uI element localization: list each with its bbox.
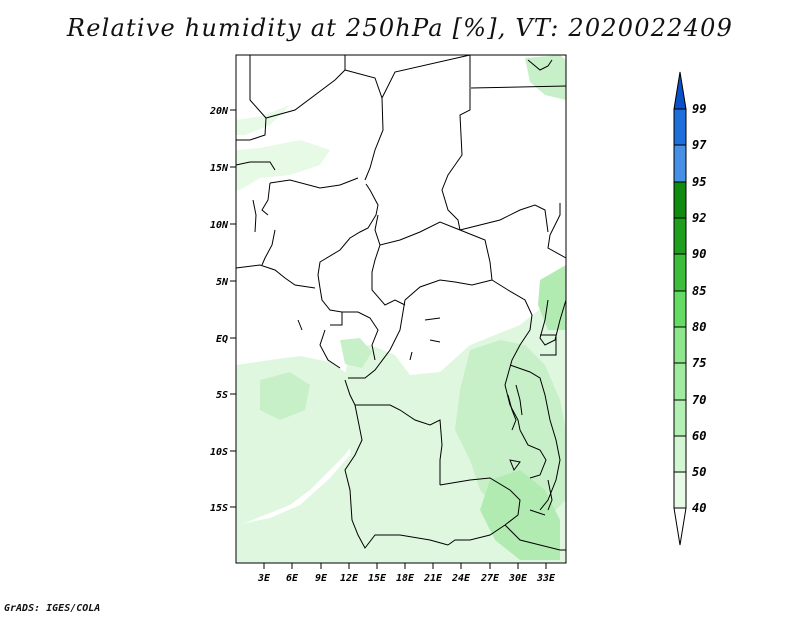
colorbar-label: 85 bbox=[692, 284, 706, 298]
lat-label: 5N bbox=[216, 277, 229, 288]
lon-label: 21E bbox=[423, 573, 443, 584]
colorbar-segment bbox=[673, 435, 687, 473]
lon-label: 33E bbox=[536, 573, 556, 584]
colorbar-upper-triangle bbox=[673, 71, 687, 110]
colorbar-segment bbox=[673, 217, 687, 255]
colorbar-segment bbox=[673, 181, 687, 219]
colorbar-label: 50 bbox=[692, 465, 706, 479]
lat-label: 10S bbox=[210, 447, 228, 458]
lat-ticks bbox=[230, 109, 236, 508]
lon-label: 15E bbox=[368, 573, 387, 584]
lon-ticks bbox=[263, 563, 547, 569]
colorbar-label: 40 bbox=[692, 501, 706, 515]
humidity-shading bbox=[236, 55, 566, 563]
colorbar-segment bbox=[673, 253, 687, 292]
colorbar-segment bbox=[673, 290, 687, 328]
colorbar-label: 99 bbox=[692, 102, 706, 116]
lon-label: 18E bbox=[396, 573, 415, 584]
lon-label: 12E bbox=[340, 573, 359, 584]
lon-label: 6E bbox=[286, 573, 299, 584]
lat-labels: 20N 15N 10N 5N EQ 5S 10S 15S bbox=[209, 106, 229, 514]
lat-label: 15S bbox=[210, 503, 228, 514]
colorbar-segment bbox=[673, 326, 687, 364]
colorbar-label: 60 bbox=[692, 429, 706, 443]
lon-labels: 3E 6E 9E 12E 15E 18E 21E 24E 27E 30E 33E bbox=[257, 573, 556, 584]
grads-credit: GrADS: IGES/COLA bbox=[4, 603, 101, 614]
colorbar-segment bbox=[673, 399, 687, 437]
lon-label: 9E bbox=[315, 573, 328, 584]
colorbar-label: 80 bbox=[692, 320, 706, 334]
colorbar-label: 70 bbox=[692, 393, 706, 407]
lat-label: EQ bbox=[216, 334, 228, 345]
colorbar bbox=[673, 71, 687, 546]
colorbar-labels: 40 50 60 70 75 80 85 90 92 95 97 99 bbox=[692, 102, 707, 515]
lon-label: 27E bbox=[480, 573, 500, 584]
colorbar-segment bbox=[673, 362, 687, 401]
lat-label: 20N bbox=[209, 106, 229, 117]
lat-label: 10N bbox=[210, 220, 229, 231]
lat-label: 15N bbox=[210, 163, 229, 174]
colorbar-label: 90 bbox=[692, 247, 706, 261]
lat-label: 5S bbox=[216, 390, 228, 401]
lon-label: 24E bbox=[451, 573, 471, 584]
colorbar-label: 75 bbox=[692, 356, 706, 370]
colorbar-label: 95 bbox=[692, 175, 706, 189]
map-borders bbox=[235, 54, 567, 564]
colorbar-segment bbox=[673, 144, 687, 183]
plot-title: Relative humidity at 250hPa [%], VT: 202… bbox=[66, 14, 734, 42]
colorbar-segment bbox=[673, 471, 687, 509]
colorbar-lower-triangle bbox=[673, 507, 687, 546]
lon-label: 3E bbox=[257, 573, 271, 584]
lon-label: 30E bbox=[508, 573, 528, 584]
colorbar-label: 97 bbox=[692, 138, 707, 152]
colorbar-label: 92 bbox=[692, 211, 706, 225]
colorbar-segment bbox=[673, 108, 687, 146]
